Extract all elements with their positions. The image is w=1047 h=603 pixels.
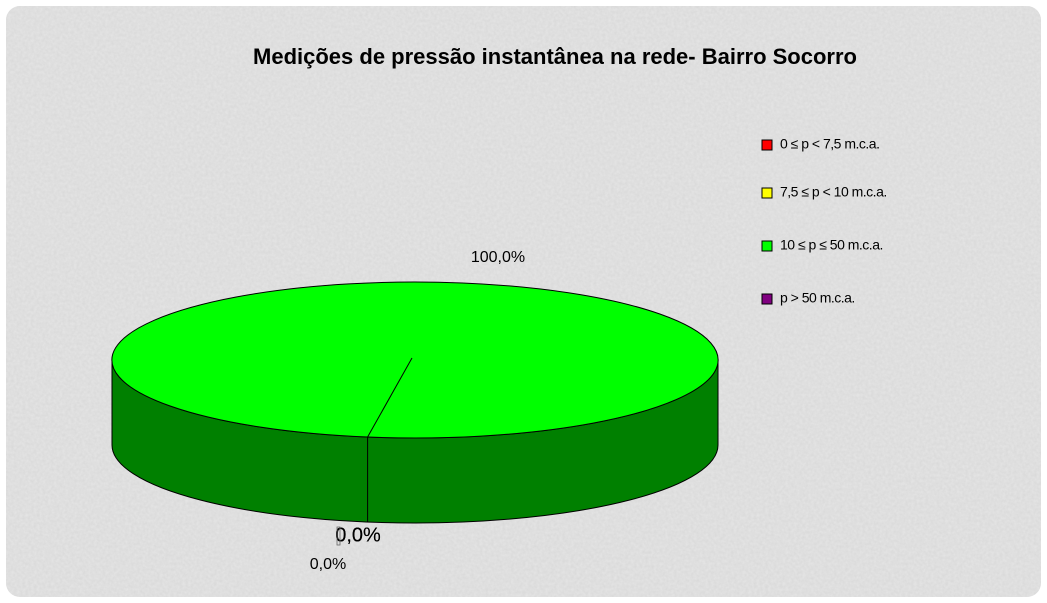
data-label: 100,0%: [471, 249, 525, 266]
pie: [111, 281, 719, 524]
legend-swatch: [761, 139, 773, 151]
data-label: 0,0%: [310, 556, 346, 573]
slice-edge: [367, 357, 413, 438]
data-label: 0,0%: [335, 524, 381, 546]
slice-top: [111, 281, 719, 439]
label-marker: [336, 526, 341, 546]
legend-label: p > 50 m.c.a.: [780, 290, 855, 306]
legend-label: 0 ≤ p < 7,5 m.c.a.: [780, 136, 879, 152]
data-label: 0,0%: [335, 524, 381, 546]
legend-swatch: [761, 187, 773, 199]
legend-swatch: [761, 293, 773, 305]
legend-label: 7,5 ≤ p < 10 m.c.a.: [780, 184, 887, 200]
legend: 0 ≤ p < 7,5 m.c.a. 7,5 ≤ p < 10 m.c.a. 10 …: [761, 136, 887, 306]
legend-swatch: [761, 240, 773, 252]
chart-title: Medições de pressão instantânea na rede-…: [253, 44, 857, 69]
legend-label: 10 ≤ p ≤ 50 m.c.a.: [780, 237, 883, 253]
